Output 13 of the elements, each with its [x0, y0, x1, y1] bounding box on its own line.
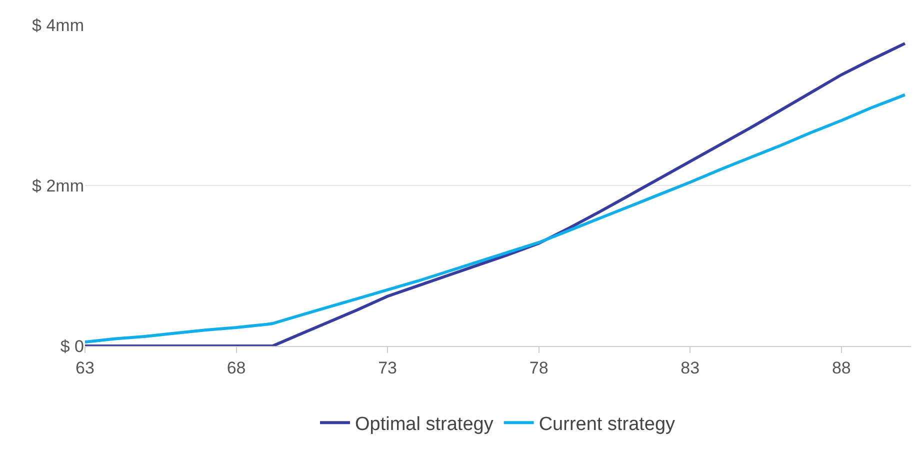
y-tick-label: $ 2mm [32, 176, 84, 196]
legend-label: Current strategy [538, 414, 676, 436]
x-tick-label: 63 [76, 358, 94, 378]
x-tick-label: 88 [832, 358, 851, 378]
x-tick-label: 83 [680, 358, 700, 378]
x-tick-label: 68 [226, 358, 246, 378]
x-tick-label: 73 [378, 358, 398, 378]
line-series [85, 42, 906, 346]
legend-label: Optimal strategy [355, 414, 494, 436]
y-tick-label: $ 0 [60, 336, 84, 356]
line-series [85, 93, 906, 344]
y-tick-label: $ 4mm [32, 16, 84, 35]
x-tick-label: 78 [529, 358, 548, 378]
